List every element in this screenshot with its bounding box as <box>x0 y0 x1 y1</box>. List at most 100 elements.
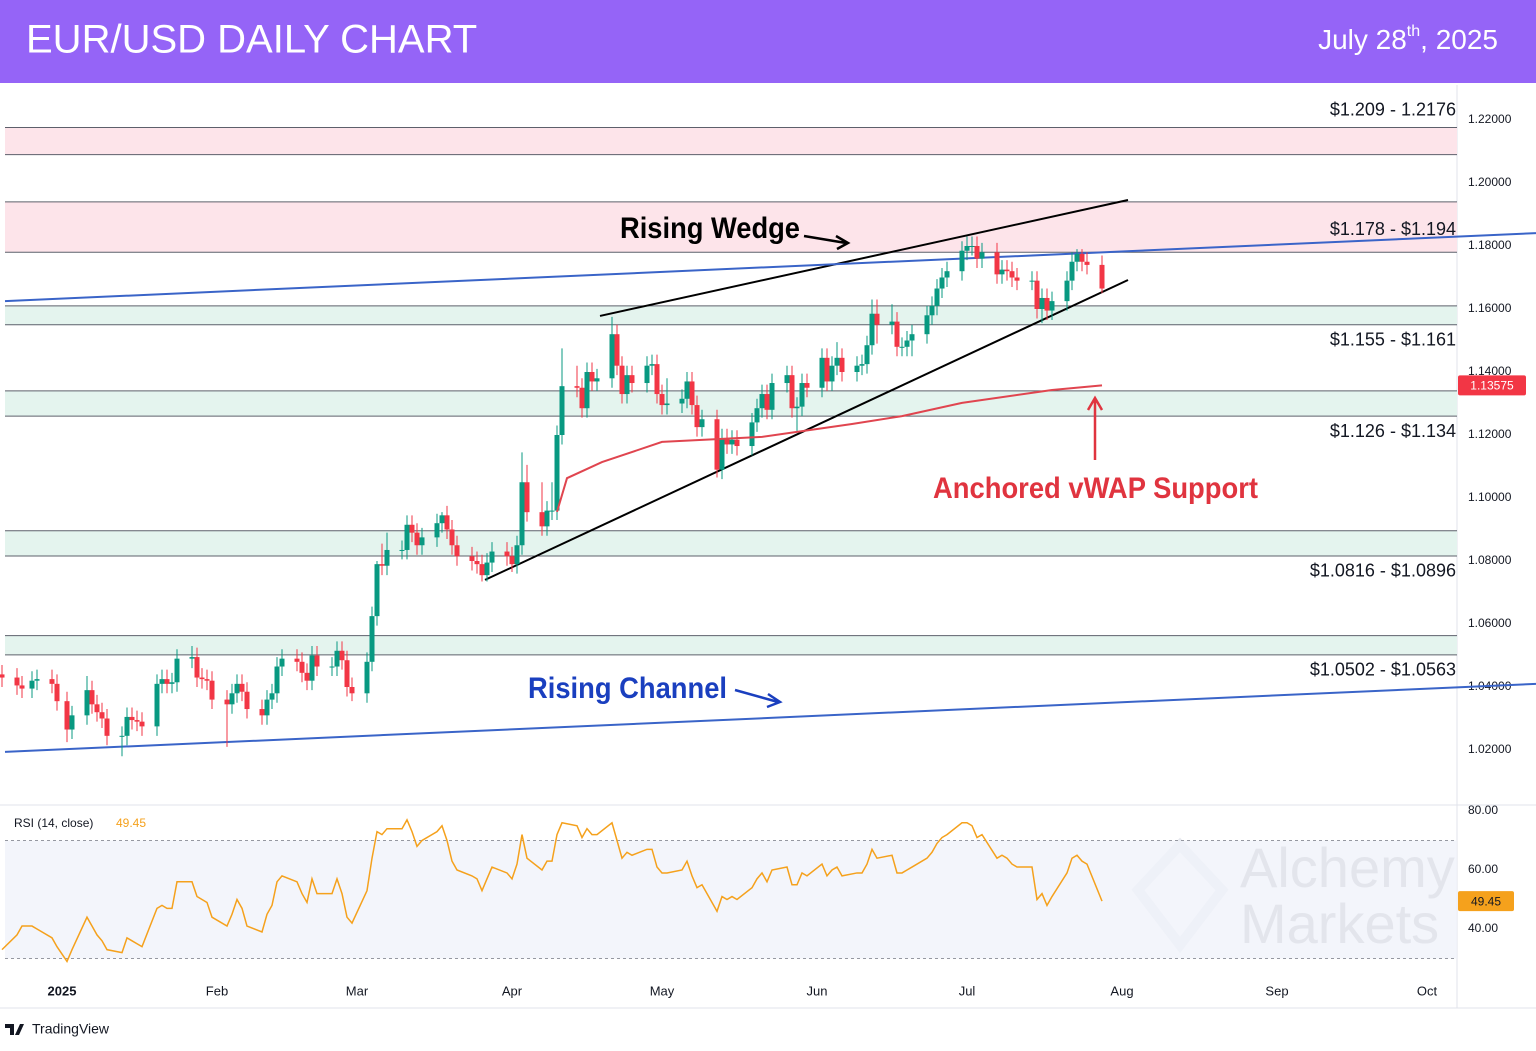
candle-body <box>439 515 445 524</box>
candle-body <box>169 682 175 684</box>
candle-body <box>479 564 485 576</box>
candle-body <box>724 438 730 445</box>
candle-body <box>34 679 40 681</box>
date-year: , 2025 <box>1420 24 1498 55</box>
x-tick-label: Oct <box>1417 983 1438 998</box>
watermark-text: Alchemy <box>1240 836 1455 899</box>
candle-body <box>959 250 965 272</box>
candle-body <box>854 365 860 372</box>
candle-body <box>19 685 25 689</box>
zone <box>5 201 1457 253</box>
candle-body <box>544 510 550 527</box>
date-sup: th <box>1407 23 1420 40</box>
x-tick-label: May <box>650 983 675 998</box>
candle-body <box>1064 280 1070 302</box>
candle-body <box>834 357 840 366</box>
tv-icon <box>5 1024 24 1035</box>
zone <box>5 305 1457 325</box>
candle-body <box>194 657 200 678</box>
watermark-text: Markets <box>1240 892 1439 955</box>
candle-body <box>274 666 280 694</box>
candle-body <box>654 364 660 395</box>
candle-body <box>309 655 315 681</box>
candle-body <box>514 545 520 565</box>
y-tick-label: 1.16000 <box>1468 301 1512 315</box>
x-tick-label: Sep <box>1265 983 1288 998</box>
rsi-tick-label: 40.00 <box>1468 921 1498 935</box>
trendline <box>4 232 1536 303</box>
y-tick-label: 1.08000 <box>1468 553 1512 567</box>
candle-body <box>929 305 935 316</box>
candle-body <box>14 677 20 686</box>
candle-body <box>454 545 460 557</box>
candle-body <box>509 556 515 565</box>
candle-body <box>89 690 95 705</box>
candle-body <box>434 523 440 538</box>
candle-body <box>539 512 545 527</box>
candle-body <box>409 524 415 533</box>
candle-body <box>94 704 100 713</box>
annotation-arrow <box>803 234 851 251</box>
candle-body <box>314 655 320 667</box>
candle-body <box>129 716 135 721</box>
zone-label: $1.178 - $1.194 <box>1330 219 1456 239</box>
candle-body <box>909 334 915 341</box>
y-tick-label: 1.10000 <box>1468 490 1512 504</box>
candle-body <box>384 549 390 566</box>
candle-body <box>574 386 580 388</box>
candle-body <box>579 387 585 409</box>
candle-body <box>204 679 210 681</box>
candle-body <box>134 720 140 722</box>
candle-body <box>119 735 125 737</box>
candle-body <box>339 650 345 661</box>
candle-body <box>1079 253 1085 262</box>
tv-logo <box>5 1024 24 1035</box>
candle-body <box>729 439 735 445</box>
candle-body <box>449 529 455 546</box>
zone-label: $1.126 - $1.134 <box>1330 421 1456 441</box>
candle-body <box>869 313 875 346</box>
candle-body <box>1044 297 1050 311</box>
candle-body <box>49 679 55 684</box>
candle-body <box>1074 253 1080 262</box>
x-tick-label: Aug <box>1110 983 1133 998</box>
candle-body <box>554 434 560 511</box>
candle-body <box>524 482 530 513</box>
candle-body <box>484 562 490 576</box>
candle-body <box>294 658 300 662</box>
candle-body <box>259 709 265 716</box>
candle-body <box>714 419 720 470</box>
annotation: Rising Wedge <box>620 212 800 245</box>
y-tick-label: 1.12000 <box>1468 427 1512 441</box>
annotation: Anchored vWAP Support <box>933 472 1258 505</box>
candle-body <box>444 515 450 530</box>
candle-body <box>839 357 845 372</box>
candle-body <box>1029 280 1035 282</box>
candle-body <box>759 394 765 409</box>
candle-body <box>159 679 165 684</box>
candle-body <box>619 365 625 395</box>
candle-body <box>64 701 70 730</box>
candle-body <box>54 683 60 702</box>
candle-body <box>1004 269 1010 272</box>
date-main: July 28 <box>1318 24 1407 55</box>
candle-body <box>769 383 775 410</box>
candle-body <box>99 712 105 719</box>
candle-body <box>684 381 690 399</box>
candle-body <box>659 394 665 406</box>
candle-body <box>419 537 425 546</box>
candle-body <box>154 683 160 727</box>
header-bar <box>0 0 1536 83</box>
candle-body <box>979 252 985 259</box>
candle-body <box>349 687 355 694</box>
candle-body <box>614 334 620 366</box>
candle-body <box>1099 264 1105 289</box>
candle-body <box>864 345 870 365</box>
candle-body <box>594 378 600 382</box>
candle-body <box>689 381 695 406</box>
candle-body <box>789 375 795 409</box>
x-tick-label: Jun <box>807 983 828 998</box>
candle-body <box>164 679 170 684</box>
candle-body <box>489 551 495 563</box>
footer-brand: TradingView <box>32 1021 110 1037</box>
